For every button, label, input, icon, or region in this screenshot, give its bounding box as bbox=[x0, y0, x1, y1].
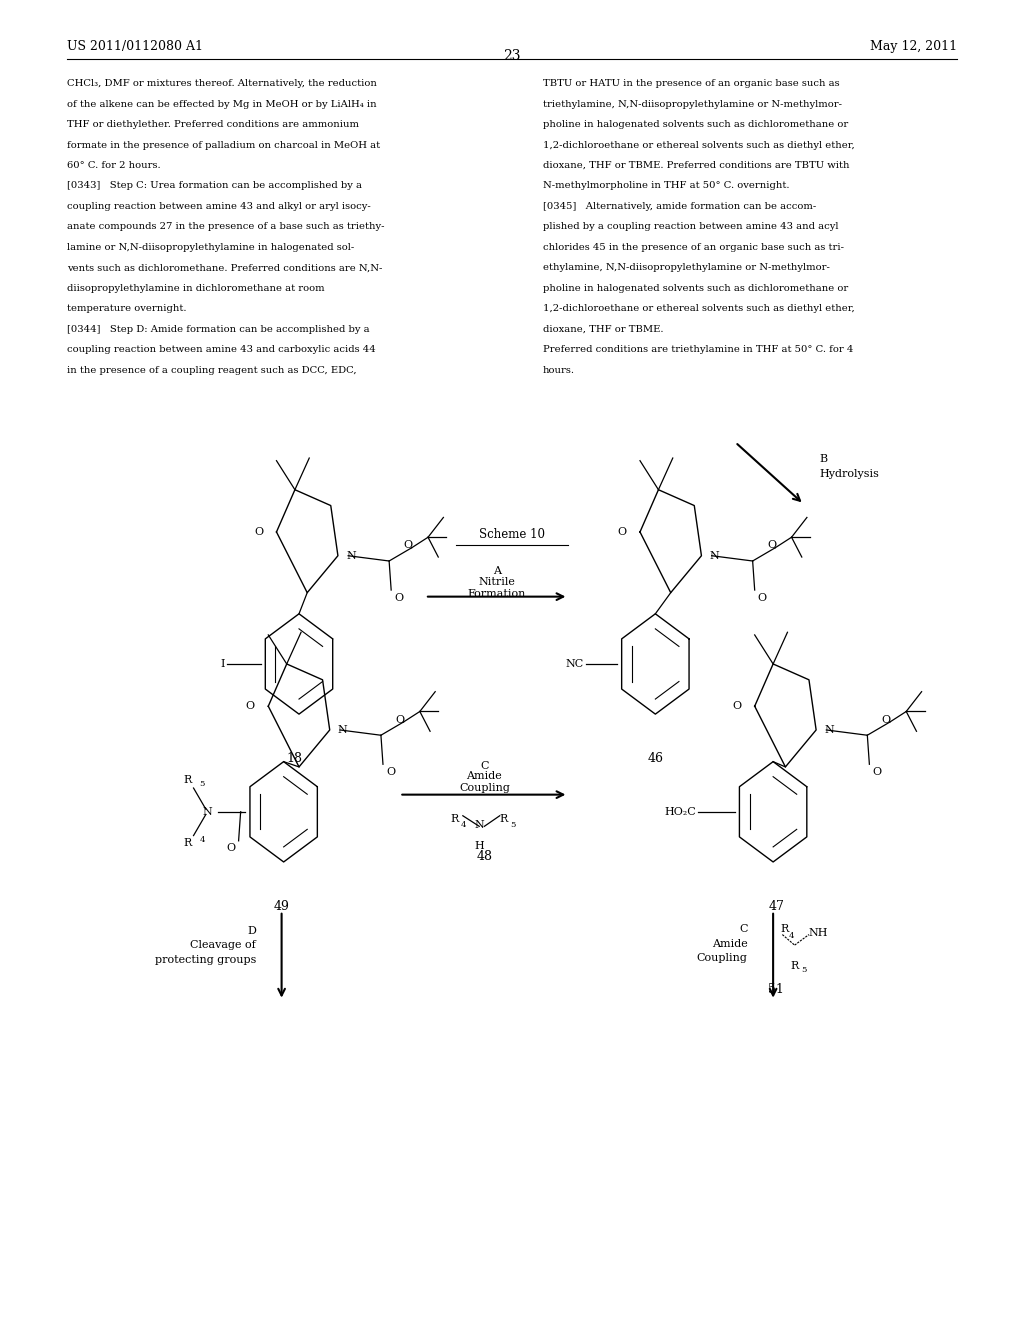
Text: THF or diethylether. Preferred conditions are ammonium: THF or diethylether. Preferred condition… bbox=[67, 120, 358, 129]
Text: N: N bbox=[202, 807, 212, 817]
Text: O: O bbox=[732, 701, 741, 711]
Text: HO₂C: HO₂C bbox=[665, 807, 696, 817]
Text: NC: NC bbox=[565, 659, 584, 669]
Text: 4: 4 bbox=[200, 836, 205, 843]
Text: R: R bbox=[451, 814, 459, 825]
Text: R: R bbox=[183, 775, 191, 785]
Text: O: O bbox=[254, 527, 263, 537]
Text: O: O bbox=[882, 714, 891, 725]
Text: formate in the presence of palladium on charcoal in MeOH at: formate in the presence of palladium on … bbox=[67, 141, 380, 149]
Text: A: A bbox=[493, 565, 501, 576]
Text: anate compounds 27 in the presence of a base such as triethy-: anate compounds 27 in the presence of a … bbox=[67, 223, 384, 231]
Text: TBTU or HATU in the presence of an organic base such as: TBTU or HATU in the presence of an organ… bbox=[543, 79, 840, 88]
Text: [0344]   Step D: Amide formation can be accomplished by a: [0344] Step D: Amide formation can be ac… bbox=[67, 325, 370, 334]
Text: R: R bbox=[500, 814, 508, 825]
Text: Amide: Amide bbox=[712, 939, 748, 949]
Text: H: H bbox=[474, 841, 484, 851]
Text: O: O bbox=[246, 701, 255, 711]
Text: I: I bbox=[221, 659, 225, 669]
Text: triethylamine, N,N-diisopropylethylamine or N-methylmor-: triethylamine, N,N-diisopropylethylamine… bbox=[543, 100, 842, 108]
Text: 48: 48 bbox=[476, 850, 493, 863]
Text: 4: 4 bbox=[788, 932, 794, 940]
Text: Formation: Formation bbox=[467, 589, 526, 599]
Text: O: O bbox=[758, 593, 767, 603]
Text: N: N bbox=[824, 725, 835, 735]
Text: N-methylmorpholine in THF at 50° C. overnight.: N-methylmorpholine in THF at 50° C. over… bbox=[543, 181, 790, 190]
Text: chlorides 45 in the presence of an organic base such as tri-: chlorides 45 in the presence of an organ… bbox=[543, 243, 844, 252]
Text: Nitrile: Nitrile bbox=[478, 577, 515, 587]
Text: Hydrolysis: Hydrolysis bbox=[819, 469, 879, 479]
Text: ethylamine, N,N-diisopropylethylamine or N-methylmor-: ethylamine, N,N-diisopropylethylamine or… bbox=[543, 263, 829, 272]
Text: 1,2-dichloroethane or ethereal solvents such as diethyl ether,: 1,2-dichloroethane or ethereal solvents … bbox=[543, 141, 854, 149]
Text: lamine or N,N-diisopropylethylamine in halogenated sol-: lamine or N,N-diisopropylethylamine in h… bbox=[67, 243, 354, 252]
Text: pholine in halogenated solvents such as dichloromethane or: pholine in halogenated solvents such as … bbox=[543, 284, 848, 293]
Text: Scheme 10: Scheme 10 bbox=[479, 528, 545, 541]
Text: O: O bbox=[395, 714, 404, 725]
Text: 47: 47 bbox=[768, 900, 784, 913]
Text: May 12, 2011: May 12, 2011 bbox=[870, 40, 957, 53]
Text: vents such as dichloromethane. Preferred conditions are N,N-: vents such as dichloromethane. Preferred… bbox=[67, 263, 382, 272]
Text: Preferred conditions are triethylamine in THF at 50° C. for 4: Preferred conditions are triethylamine i… bbox=[543, 346, 853, 354]
Text: diisopropylethylamine in dichloromethane at room: diisopropylethylamine in dichloromethane… bbox=[67, 284, 325, 293]
Text: [0343]   Step C: Urea formation can be accomplished by a: [0343] Step C: Urea formation can be acc… bbox=[67, 181, 361, 190]
Text: 18: 18 bbox=[287, 752, 303, 766]
Text: O: O bbox=[767, 540, 776, 550]
Text: coupling reaction between amine 43 and carboxylic acids 44: coupling reaction between amine 43 and c… bbox=[67, 346, 376, 354]
Text: C: C bbox=[739, 924, 748, 935]
Text: Coupling: Coupling bbox=[459, 783, 510, 793]
Text: CHCl₃, DMF or mixtures thereof. Alternatively, the reduction: CHCl₃, DMF or mixtures thereof. Alternat… bbox=[67, 79, 377, 88]
Text: 4: 4 bbox=[461, 821, 466, 829]
Text: 5: 5 bbox=[200, 780, 205, 788]
Text: O: O bbox=[386, 767, 395, 777]
Text: [0345]   Alternatively, amide formation can be accom-: [0345] Alternatively, amide formation ca… bbox=[543, 202, 816, 211]
Text: O: O bbox=[617, 527, 627, 537]
Text: protecting groups: protecting groups bbox=[155, 954, 256, 965]
Text: 46: 46 bbox=[647, 752, 664, 766]
Text: 1,2-dichloroethane or ethereal solvents such as diethyl ether,: 1,2-dichloroethane or ethereal solvents … bbox=[543, 305, 854, 313]
Text: dioxane, THF or TBME.: dioxane, THF or TBME. bbox=[543, 325, 664, 334]
Text: 51: 51 bbox=[768, 983, 784, 997]
Text: R: R bbox=[780, 924, 788, 935]
Text: NH: NH bbox=[809, 928, 828, 939]
Text: N: N bbox=[474, 820, 484, 830]
Text: 23: 23 bbox=[503, 49, 521, 63]
Text: O: O bbox=[394, 593, 403, 603]
Text: pholine in halogenated solvents such as dichloromethane or: pholine in halogenated solvents such as … bbox=[543, 120, 848, 129]
Text: coupling reaction between amine 43 and alkyl or aryl isocy-: coupling reaction between amine 43 and a… bbox=[67, 202, 371, 211]
Text: N: N bbox=[346, 550, 356, 561]
Text: R: R bbox=[183, 838, 191, 849]
Text: N: N bbox=[710, 550, 720, 561]
Text: R: R bbox=[791, 961, 799, 972]
Text: of the alkene can be effected by Mg in MeOH or by LiAlH₄ in: of the alkene can be effected by Mg in M… bbox=[67, 100, 376, 108]
Text: 60° C. for 2 hours.: 60° C. for 2 hours. bbox=[67, 161, 160, 170]
Text: O: O bbox=[403, 540, 413, 550]
Text: Coupling: Coupling bbox=[696, 953, 748, 964]
Text: N: N bbox=[338, 725, 348, 735]
Text: temperature overnight.: temperature overnight. bbox=[67, 305, 186, 313]
Text: 5: 5 bbox=[801, 966, 806, 974]
Text: D: D bbox=[247, 925, 256, 936]
Text: 49: 49 bbox=[273, 900, 290, 913]
Text: US 2011/0112080 A1: US 2011/0112080 A1 bbox=[67, 40, 203, 53]
Text: dioxane, THF or TBME. Preferred conditions are TBTU with: dioxane, THF or TBME. Preferred conditio… bbox=[543, 161, 849, 170]
Text: Cleavage of: Cleavage of bbox=[190, 940, 256, 950]
Text: plished by a coupling reaction between amine 43 and acyl: plished by a coupling reaction between a… bbox=[543, 223, 839, 231]
Text: in the presence of a coupling reagent such as DCC, EDC,: in the presence of a coupling reagent su… bbox=[67, 366, 356, 375]
Text: B: B bbox=[819, 454, 827, 465]
Text: O: O bbox=[872, 767, 882, 777]
Text: 5: 5 bbox=[510, 821, 515, 829]
Text: Amide: Amide bbox=[467, 771, 502, 781]
Text: hours.: hours. bbox=[543, 366, 574, 375]
Text: O: O bbox=[226, 843, 236, 854]
Text: C: C bbox=[480, 760, 488, 771]
